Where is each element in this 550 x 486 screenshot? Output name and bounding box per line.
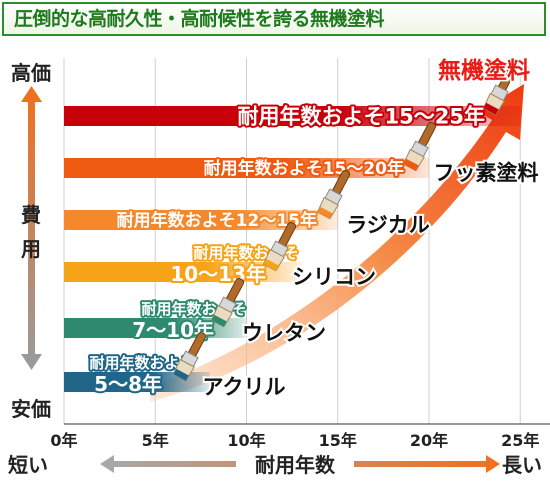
brush-paint xyxy=(403,158,419,171)
y-axis-label-char: 用 xyxy=(21,237,41,261)
brush-paint xyxy=(173,368,189,381)
category-label: フッ素塗料 xyxy=(434,161,539,185)
brush-paint xyxy=(211,314,227,327)
paintbrush-icon xyxy=(402,121,437,172)
bar-value-label: 10〜13年 xyxy=(170,262,266,286)
bar xyxy=(64,158,429,178)
brush-paint xyxy=(317,206,333,219)
title-banner: 圧倒的な高耐久性・高耐候性を誇る無機塗料 xyxy=(2,2,546,36)
y-arrow-head-up xyxy=(21,86,42,102)
bar xyxy=(64,106,521,126)
y-axis-label-char: 費 xyxy=(21,203,41,227)
x-arrow-head-left xyxy=(100,455,114,473)
paintbrush-icon xyxy=(172,331,207,382)
x-arrow-head-right xyxy=(486,455,500,473)
y-axis-arrow xyxy=(28,96,35,358)
y-axis-bottom-label: 安価 xyxy=(11,397,51,421)
bar-value-label: 耐用年数およそ xyxy=(89,354,194,372)
bar xyxy=(64,372,210,392)
paintbrush-icon xyxy=(210,277,245,328)
category-label: ウレタン xyxy=(242,321,326,345)
category-label: ラジカル xyxy=(346,213,430,237)
paintbrush-icon xyxy=(316,169,351,220)
paintbrush-icon xyxy=(482,65,517,116)
x-axis-left-label: 短い xyxy=(8,453,48,477)
y-axis-top-label: 高価 xyxy=(11,61,51,85)
bar-value-label: 耐用年数およそ15〜25年 xyxy=(238,105,485,129)
x-tick-label: 10年 xyxy=(227,431,265,450)
bar-value-label: 耐用年数およそ12〜15年 xyxy=(117,210,317,231)
paintbrush-icon xyxy=(262,221,297,272)
category-label: アクリル xyxy=(203,375,286,399)
bar xyxy=(64,210,338,230)
category-label: シリコン xyxy=(292,265,376,289)
x-tick-label: 20年 xyxy=(410,431,448,450)
y-arrow-head-down xyxy=(21,354,42,370)
x-axis-right-label: 長い xyxy=(502,453,542,477)
brush-paint xyxy=(483,102,499,115)
brush-paint xyxy=(263,258,279,271)
x-tick-label: 0年 xyxy=(50,431,77,450)
x-axis-title: 耐用年数 xyxy=(255,453,336,477)
bar xyxy=(64,262,302,282)
bar-value-label: 耐用年数およそ15〜20年 xyxy=(204,158,404,179)
bar-value-label: 5〜8年 xyxy=(94,372,162,396)
x-tick-label: 25年 xyxy=(501,431,539,450)
x-tick-label: 5年 xyxy=(142,431,169,450)
chart-title: 圧倒的な高耐久性・高耐候性を誇る無機塗料 xyxy=(14,8,385,30)
x-tick-label: 15年 xyxy=(319,431,357,450)
x-axis-label-bg xyxy=(236,450,354,476)
category-label: 無機塗料 xyxy=(438,57,530,84)
